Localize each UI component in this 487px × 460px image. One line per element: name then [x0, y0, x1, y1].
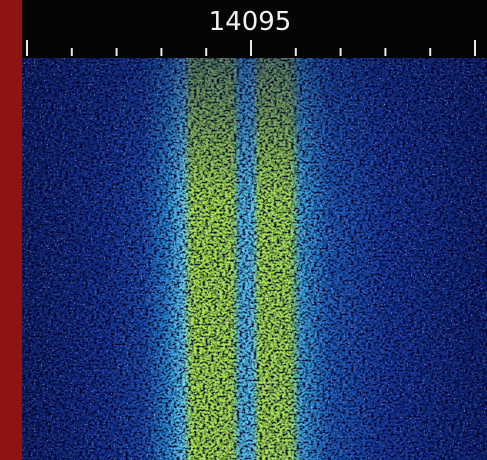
waterfall — [22, 58, 487, 460]
waterfall-window: 14095 — [0, 0, 487, 460]
background — [0, 0, 22, 460]
page: 14095 (() => { const data = JSON.parse(d… — [0, 0, 487, 460]
dark-speckle — [22, 58, 487, 460]
frequency-label: 14095 — [209, 7, 292, 37]
